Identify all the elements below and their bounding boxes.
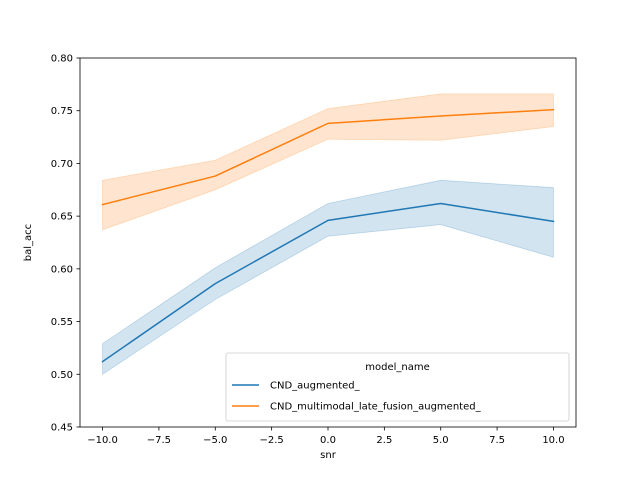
x-axis-ticks: −10.0 −7.5 −5.0 −2.5 0.0 2.5 5.0 7.5 10.0	[87, 427, 565, 446]
legend-box	[225, 352, 570, 422]
legend-items: CND_augmented_ CND_multimodal_late_fusion…	[232, 381, 482, 413]
y-tick-label: 0.45	[51, 423, 73, 434]
legend-label-series-1: CND_augmented_	[270, 381, 361, 392]
ci-band-series-1	[102, 179, 554, 376]
legend-title: model_name	[365, 362, 430, 373]
y-tick-label: 0.60	[51, 264, 73, 275]
x-tick-label: 5.0	[433, 435, 449, 446]
x-tick-label: 2.5	[376, 435, 392, 446]
ci-band-series-2	[102, 93, 554, 231]
x-tick-label: 0.0	[320, 435, 336, 446]
x-axis-label: snr	[320, 450, 337, 461]
x-tick-label: −2.5	[259, 435, 283, 446]
y-tick-label: 0.65	[51, 212, 73, 223]
legend: model_name CND_augmented_ CND_multimodal_…	[225, 352, 570, 422]
x-tick-label: −5.0	[203, 435, 227, 446]
x-tick-label: 7.5	[489, 435, 505, 446]
y-tick-label: 0.50	[51, 370, 73, 381]
legend-label-series-2: CND_multimodal_late_fusion_augmented_	[270, 402, 482, 413]
y-tick-label: 0.55	[51, 317, 73, 328]
y-tick-label: 0.80	[51, 54, 73, 65]
y-axis-ticks: 0.45 0.50 0.55 0.60 0.65 0.70 0.75 0.80	[51, 54, 80, 434]
y-tick-label: 0.70	[51, 159, 73, 170]
x-tick-label: −7.5	[147, 435, 171, 446]
y-tick-label: 0.75	[51, 106, 73, 117]
x-tick-label: −10.0	[87, 435, 118, 446]
series-lines	[101, 108, 555, 363]
y-axis-label: bal_acc	[23, 224, 34, 261]
confidence-bands	[102, 93, 554, 376]
x-tick-label: 10.0	[542, 435, 564, 446]
